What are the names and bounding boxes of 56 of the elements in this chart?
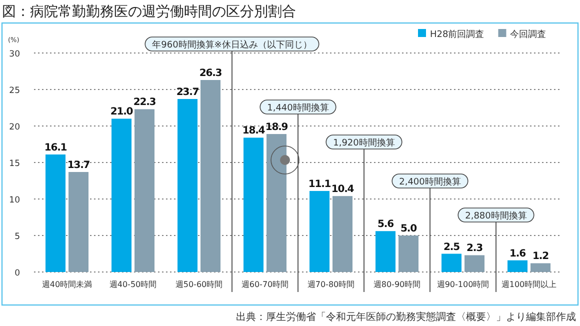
data-label: 21.0 xyxy=(110,106,134,118)
bar xyxy=(464,255,484,272)
x-tick-label: 週100時間以上 xyxy=(501,280,557,289)
x-tick-label: 週80-90時間 xyxy=(373,280,421,289)
bar xyxy=(200,80,220,272)
bar xyxy=(332,196,352,272)
data-label: 18.4 xyxy=(242,126,266,137)
data-label: 5.0 xyxy=(400,224,418,234)
annotation: 1,440時間換算 xyxy=(267,102,329,114)
x-tick-label: 週60-70時間 xyxy=(241,280,289,289)
bar xyxy=(134,109,154,272)
data-label: 11.1 xyxy=(308,178,332,190)
legend-label: 今回調査 xyxy=(510,29,546,40)
bar xyxy=(46,154,66,272)
data-label: 1.6 xyxy=(510,248,526,260)
data-label: 1.2 xyxy=(532,251,550,262)
data-label: 26.3 xyxy=(199,68,222,80)
annotation: 2,880時間換算 xyxy=(465,210,527,222)
bar xyxy=(112,118,132,272)
y-tick-label: 30 xyxy=(9,50,20,60)
data-label: 18.9 xyxy=(265,122,288,134)
data-label: 10.4 xyxy=(331,184,354,196)
data-label: 22.3 xyxy=(133,97,156,108)
chart-title: 図：病院常勤勤務医の週労働時間の区分別割合 xyxy=(2,4,296,20)
x-tick-label: 週40-50時間 xyxy=(109,280,157,289)
data-label: 2.5 xyxy=(444,242,460,253)
y-tick-label: 20 xyxy=(9,122,20,132)
bar xyxy=(530,263,550,272)
y-tick-label: 15 xyxy=(9,159,20,169)
x-tick-label: 週50-60時間 xyxy=(175,280,223,289)
annotation: 2,400時間換算 xyxy=(399,176,461,188)
y-tick-label: 25 xyxy=(9,86,20,96)
bar xyxy=(310,190,330,272)
y-tick-label: 10 xyxy=(9,196,20,206)
data-label: 13.7 xyxy=(67,160,90,171)
bar xyxy=(244,138,264,272)
data-label: 5.6 xyxy=(378,219,394,230)
x-tick-label: 週90-100時間 xyxy=(436,280,490,289)
y-tick-label: 0 xyxy=(14,268,20,278)
y-tick-label: 5 xyxy=(14,232,20,242)
bar xyxy=(266,134,286,272)
bar xyxy=(508,260,528,272)
annotation: 1,920時間換算 xyxy=(333,138,395,148)
bar xyxy=(398,236,418,272)
data-label: 16.1 xyxy=(44,142,68,154)
data-label: 23.7 xyxy=(176,86,200,98)
x-tick-label: 週40時間未満 xyxy=(42,280,92,289)
bar xyxy=(442,254,462,272)
x-tick-label: 週70-80時間 xyxy=(307,280,355,289)
legend-label: H28前回調査 xyxy=(430,29,484,40)
text: 年960時間換算※休日込み（以下同じ） xyxy=(152,40,312,50)
bar xyxy=(68,172,88,272)
source-note: 出典：厚生労働省「令和元年医師の勤務実態調査〈概要〉」より編集部作成 xyxy=(236,311,576,323)
data-label: 2.3 xyxy=(466,243,484,254)
bar xyxy=(376,231,396,272)
bar xyxy=(178,98,198,272)
